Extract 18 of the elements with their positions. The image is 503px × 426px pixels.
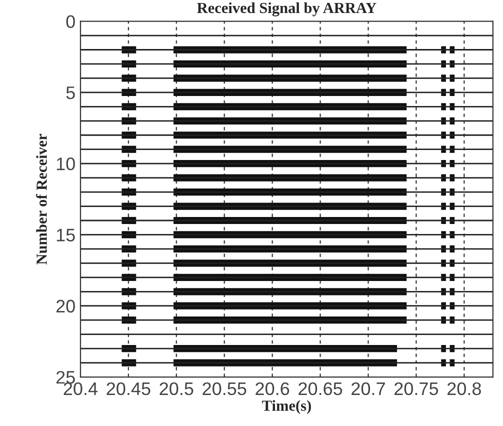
chart-title: Received Signal by ARRAY — [197, 2, 376, 16]
x-tick-label: 20.6 — [256, 382, 290, 396]
x-tick-label: 20.5 — [160, 382, 194, 396]
y-tick-label: 15 — [56, 228, 75, 242]
x-tick-label: 20.45 — [106, 382, 150, 396]
y-tick-label: 10 — [56, 158, 75, 170]
y-tick-label: 25 — [56, 370, 75, 384]
x-tick-label: 20.65 — [298, 382, 342, 396]
y-tick-label: 0 — [66, 15, 75, 28]
y-tick-label: 20 — [56, 300, 75, 313]
y-axis-title: Number of Receiver — [36, 134, 47, 264]
x-tick-label: 20.4 — [64, 382, 98, 396]
x-axis-title: Time(s) — [262, 400, 311, 414]
x-tick-label: 20.8 — [448, 382, 481, 396]
y-tick-label: 5 — [66, 86, 75, 100]
x-tick-label: 20.7 — [352, 382, 385, 396]
x-tick-label: 20.55 — [202, 382, 246, 396]
x-tick-label: 20.75 — [394, 382, 438, 396]
